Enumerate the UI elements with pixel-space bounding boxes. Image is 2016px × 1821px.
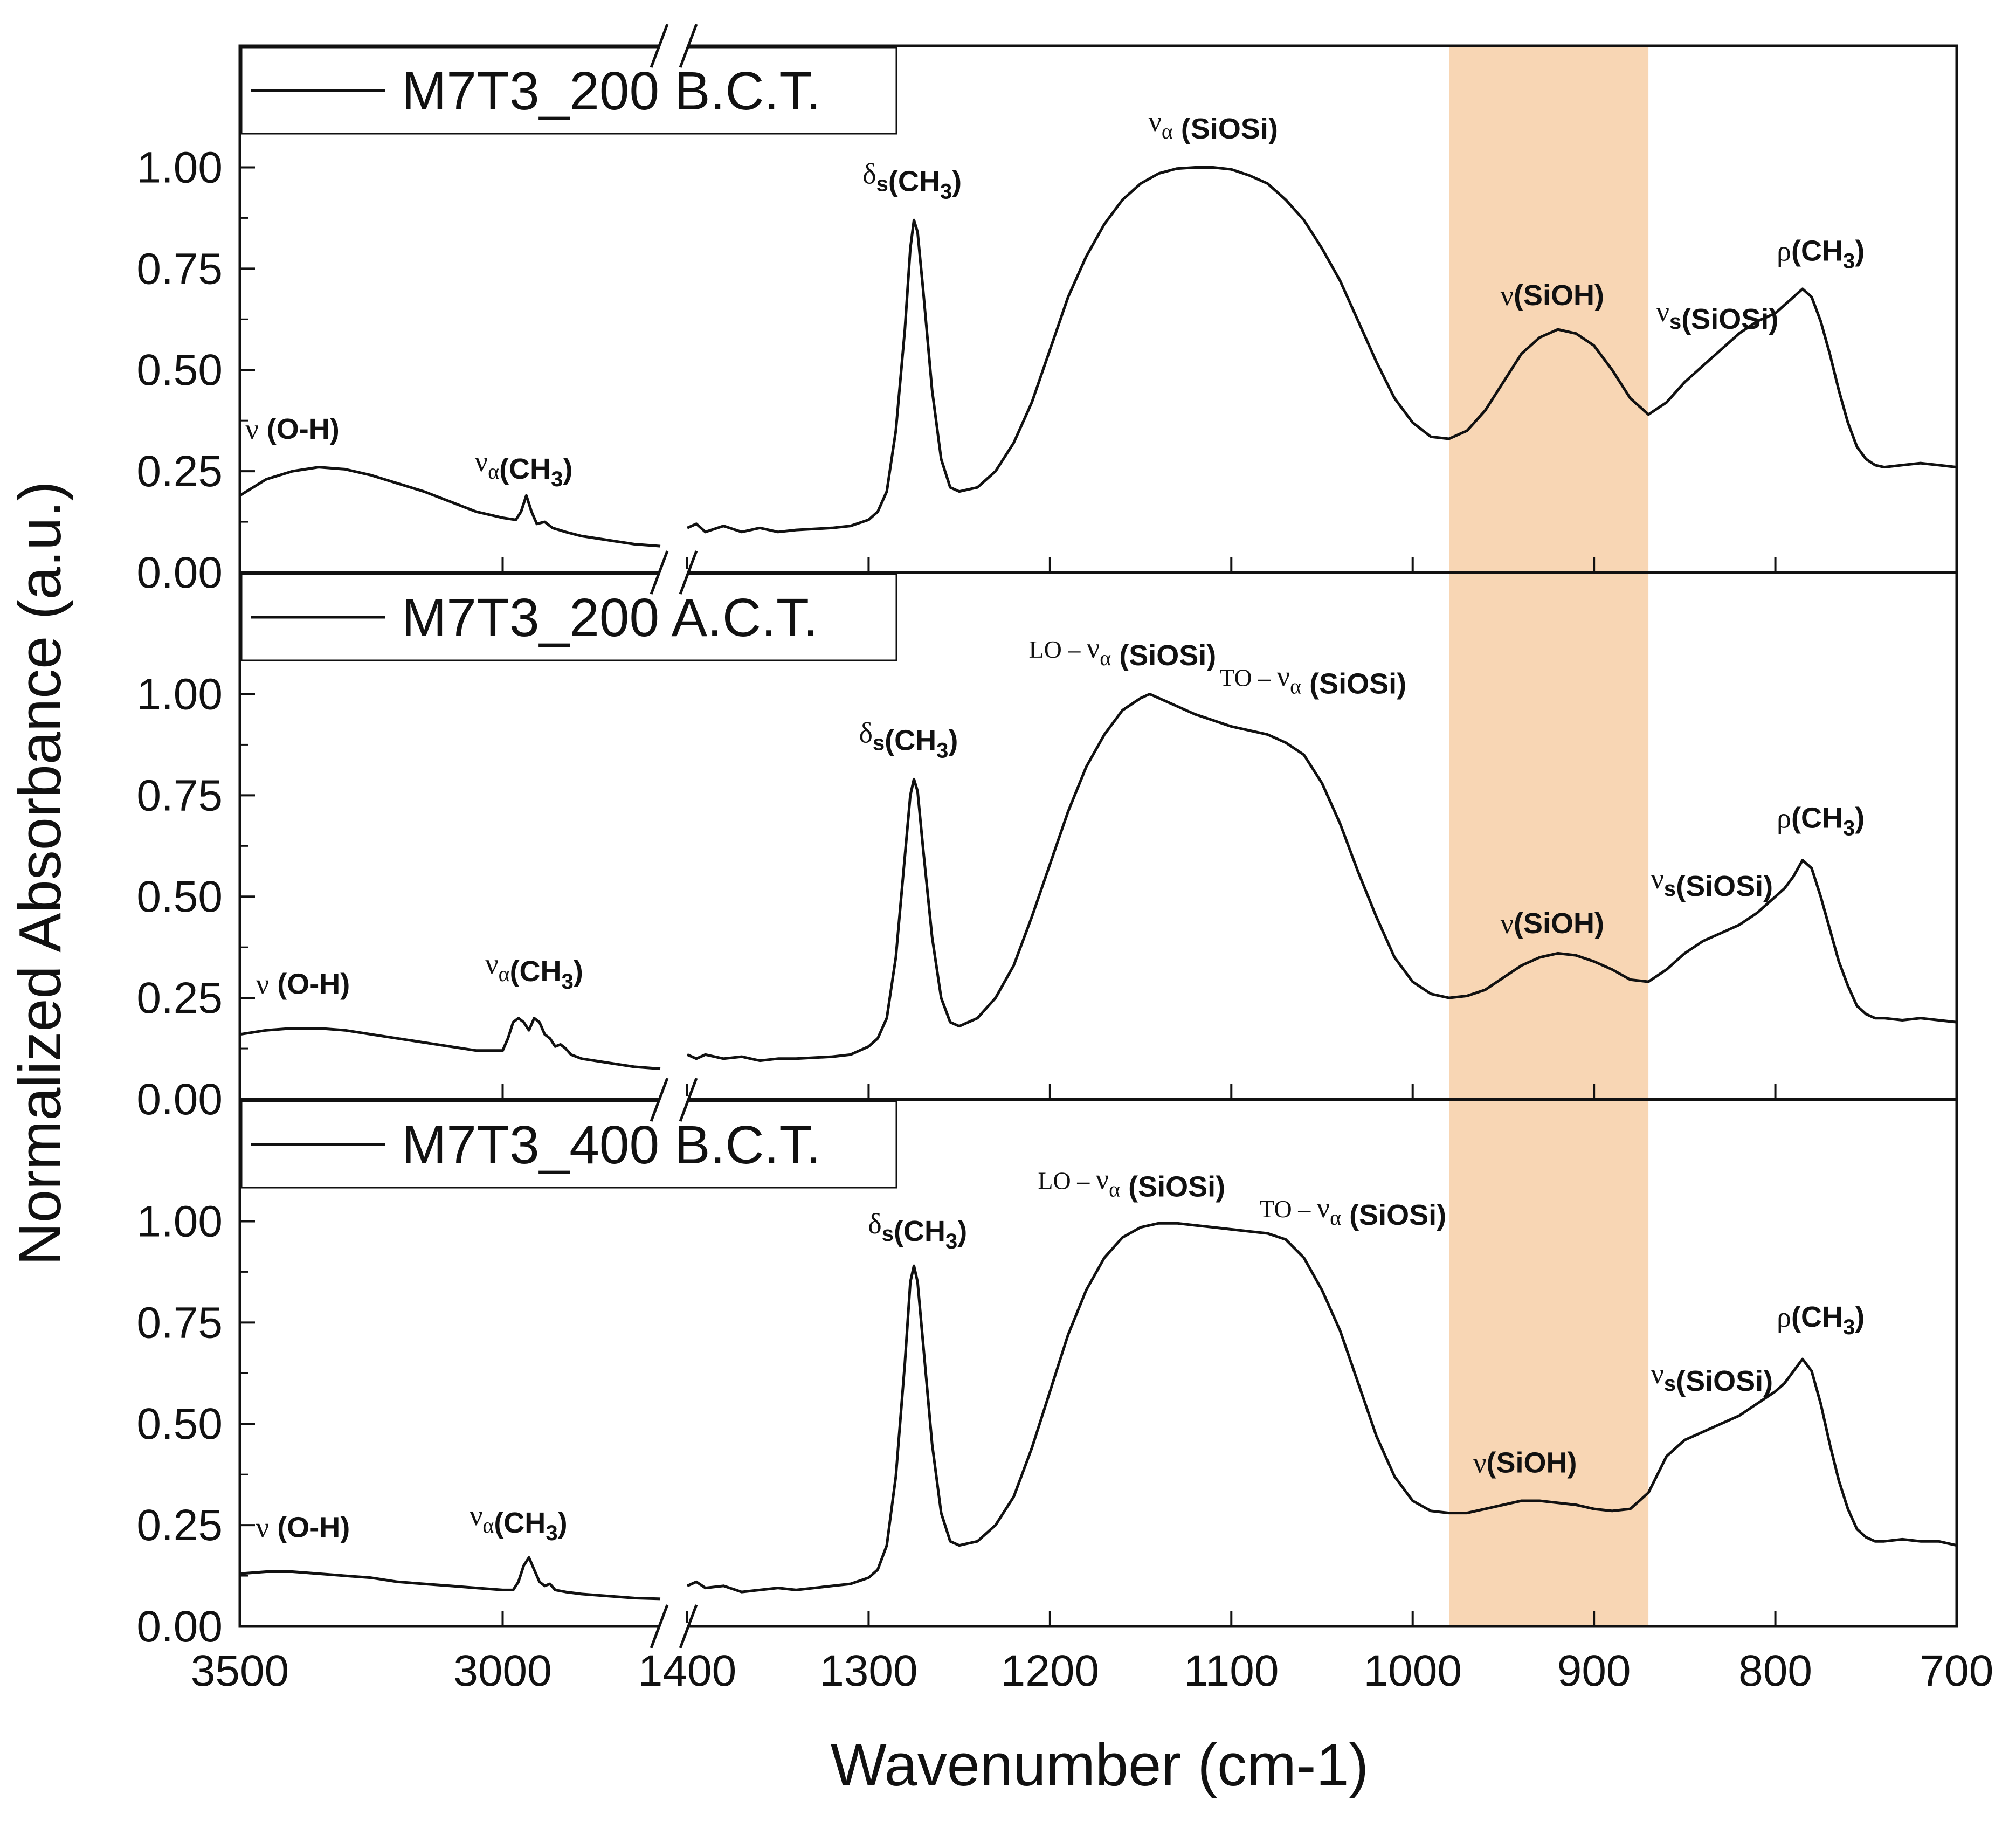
spectrum-line-segment-1 — [239, 1556, 661, 1601]
peak-label: TO – να (SiOSi) — [1219, 660, 1406, 700]
x-tick-label: 800 — [1738, 1646, 1812, 1695]
legend: M7T3_200 A.C.T. — [240, 573, 897, 661]
x-tick-label: 1200 — [1001, 1646, 1099, 1695]
peak-label: νs(SiOSi) — [1651, 863, 1773, 902]
y-tick-label: 0.25 — [136, 974, 223, 1023]
x-tick-label: 1000 — [1364, 1646, 1462, 1695]
legend-label: M7T3_200 A.C.T. — [402, 588, 818, 648]
peak-label: ν(SiOH) — [1501, 907, 1604, 940]
peak-label: δs(CH3) — [868, 1208, 967, 1253]
y-tick-label: 0.50 — [136, 872, 223, 921]
spectrum-line-segment-1 — [239, 1017, 661, 1071]
siOH-highlight-band — [1449, 46, 1649, 1626]
spectrum-line-segment-2 — [686, 166, 1957, 534]
peak-label: LO – να (SiOSi) — [1038, 1163, 1225, 1203]
peak-label: νs(SiOSi) — [1656, 295, 1779, 335]
legend: M7T3_200 B.C.T. — [240, 46, 897, 135]
x-tick-label: 1100 — [1184, 1646, 1279, 1695]
peak-label: να(CH3) — [485, 948, 583, 994]
peak-label: ρ(CH3) — [1777, 1301, 1865, 1339]
axis-break-gap — [659, 1096, 689, 1103]
axis-break-mark — [650, 24, 669, 68]
y-tick-label: 0.75 — [136, 244, 223, 293]
y-tick-label: 0.75 — [136, 1298, 223, 1347]
legend: M7T3_400 B.C.T. — [240, 1100, 897, 1189]
peak-label: ν(SiOH) — [1501, 279, 1604, 312]
x-tick-label: 900 — [1557, 1646, 1631, 1695]
y-tick-label: 0.75 — [136, 771, 223, 820]
axis-break-mark — [650, 1078, 669, 1122]
x-tick-label: 3000 — [453, 1646, 551, 1695]
peak-label: ν (O-H) — [245, 413, 339, 445]
axis-break-mark — [679, 550, 698, 595]
x-tick-label: 3500 — [191, 1646, 289, 1695]
y-tick-label: 1.00 — [136, 670, 223, 719]
axis-break-gap — [659, 1623, 689, 1630]
peak-label: TO – να (SiOSi) — [1259, 1191, 1446, 1231]
peak-label: να(CH3) — [470, 1499, 568, 1545]
legend-label: M7T3_400 B.C.T. — [402, 1115, 821, 1175]
y-tick-label: 0.25 — [136, 447, 223, 496]
x-tick-label: 700 — [1920, 1646, 1994, 1695]
peak-label: ν(SiOH) — [1473, 1446, 1577, 1479]
axes-layer: 3500 3000 1400 1300 1200 1100 1000 900 800 700 — [191, 24, 1994, 1695]
y-tick-label: 1.00 — [136, 143, 223, 192]
panel-frame — [238, 1098, 1958, 1628]
y-tick-label: 0.00 — [136, 1075, 223, 1124]
spectrum-line-segment-2 — [686, 1222, 1957, 1594]
x-axis-title: Wavenumber (cm-1) — [831, 1732, 1369, 1798]
y-tick-label: 1.00 — [136, 1197, 223, 1246]
highlight-band-layer — [1449, 46, 1649, 1626]
axis-break-mark — [650, 1604, 669, 1648]
peak-label: ν (O-H) — [256, 1512, 350, 1544]
legend-label: M7T3_200 B.C.T. — [402, 61, 821, 121]
peak-label: να (SiOSi) — [1148, 105, 1278, 145]
y-tick-label: 0.00 — [136, 548, 223, 597]
axis-break-gap — [659, 569, 689, 576]
axis-break-mark — [650, 550, 669, 595]
panels-layer: ν (O-H) να(CH3) δs(CH3) να (SiOSi) ν(SiOH) νs… — [136, 44, 1958, 1651]
y-tick-label: 0.50 — [136, 1399, 223, 1448]
peak-label: ν (O-H) — [256, 968, 350, 1001]
x-tick-label: 1300 — [819, 1646, 917, 1695]
axis-break-gap — [659, 43, 689, 49]
peak-label: νs(SiOSi) — [1651, 1357, 1773, 1397]
axis-break-mark — [679, 1604, 698, 1648]
peak-label: LO – να (SiOSi) — [1029, 632, 1217, 672]
spectrum-line-segment-2 — [686, 693, 1957, 1063]
peak-label: δs(CH3) — [862, 158, 962, 204]
axis-break-mark — [679, 1078, 698, 1122]
y-tick-label: 0.25 — [136, 1501, 223, 1550]
x-tick-label: 1400 — [638, 1646, 736, 1695]
peak-label: να(CH3) — [475, 445, 573, 491]
y-axis-title: Normalized Absorbance (a.u.) — [7, 481, 73, 1265]
spectrum-line-segment-1 — [239, 466, 661, 548]
axis-break-mark — [679, 24, 698, 68]
panel-2: ν (O-H) να(CH3) δs(CH3) LO – να (SiOSi)TO –… — [136, 571, 1958, 1124]
panel-1: ν (O-H) να(CH3) δs(CH3) να (SiOSi) ν(SiOH) νs… — [136, 44, 1958, 597]
panel-3: ν (O-H) να(CH3) δs(CH3) LO – να (SiOSi) TO –… — [136, 1098, 1958, 1651]
peak-label: ρ(CH3) — [1777, 802, 1865, 840]
peak-label: ρ(CH3) — [1777, 234, 1865, 273]
y-tick-label: 0.00 — [136, 1602, 223, 1651]
y-tick-label: 0.50 — [136, 346, 223, 395]
peak-label: δs(CH3) — [859, 717, 958, 763]
